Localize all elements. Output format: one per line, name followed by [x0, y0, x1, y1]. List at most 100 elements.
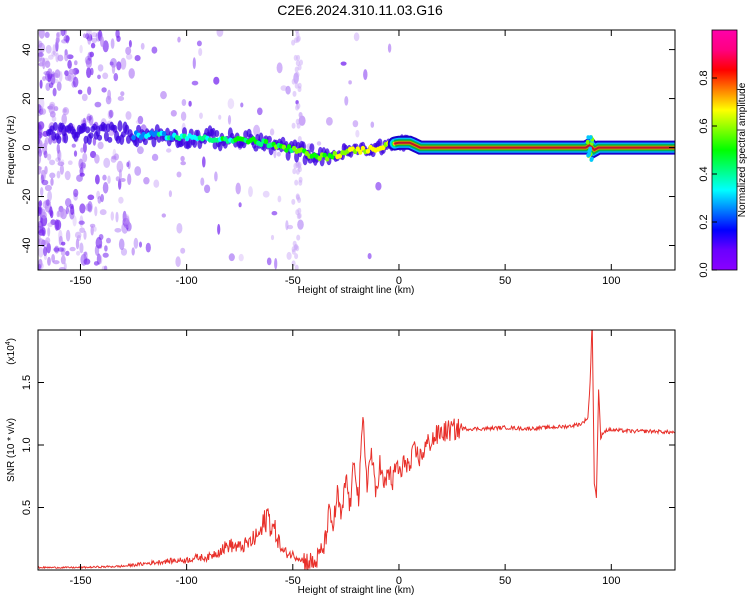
heatmap-cell [40, 211, 47, 219]
heatmap-cell [587, 149, 592, 154]
heatmap-cell [42, 200, 50, 209]
heatmap-cell [97, 74, 101, 80]
heatmap-cell [96, 190, 100, 200]
heatmap-cell [143, 177, 150, 185]
heatmap-cell [47, 222, 53, 228]
heatmap-cell [116, 61, 122, 71]
heatmap-cell [258, 141, 264, 147]
heatmap-cell [151, 153, 159, 161]
heatmap-cell [309, 143, 315, 153]
page-title: C2E6.2024.310.11.03.G16 [277, 2, 443, 18]
heatmap-cell [44, 165, 48, 175]
heatmap-cell [145, 242, 151, 253]
x-tick-label: -50 [285, 275, 301, 287]
heatmap-cell [56, 81, 62, 91]
heatmap-cell [180, 161, 186, 166]
heatmap-cell [294, 66, 299, 73]
heatmap-cell [181, 99, 187, 106]
heatmap-cell [90, 67, 94, 76]
heatmap-cell [65, 229, 71, 242]
colorbar-tick-label: 0.2 [698, 214, 710, 229]
heatmap-cell [286, 251, 292, 260]
heatmap-cell [298, 176, 303, 183]
heatmap-cell [45, 44, 52, 54]
heatmap-cell [118, 178, 122, 190]
heatmap-cell [100, 194, 104, 203]
heatmap-cell [125, 46, 132, 55]
heatmap-cell [46, 199, 50, 206]
heatmap-ridge-outline [393, 138, 675, 156]
heatmap-cell [585, 139, 590, 145]
heatmap-cell [286, 144, 292, 150]
y-tick-label: 20 [21, 92, 33, 104]
heatmap-cell [97, 134, 103, 141]
heatmap-cell [99, 255, 103, 265]
heatmap-cell [89, 51, 94, 58]
heatmap-cell [44, 137, 50, 145]
heatmap-cell [74, 60, 78, 66]
heatmap-cell [142, 138, 148, 146]
heatmap-cell [292, 240, 297, 247]
heatmap-ridge-band [393, 141, 675, 152]
heatmap-cell [107, 136, 113, 143]
heatmap-cell [52, 122, 58, 131]
heatmap-cell [180, 247, 186, 254]
heatmap-cell [58, 71, 63, 82]
heatmap-cell [280, 85, 288, 91]
heatmap-cell [49, 172, 56, 179]
heatmap-cell [87, 194, 95, 201]
heatmap-cell [227, 98, 235, 110]
colorbar-tick-label: 0.0 [698, 262, 710, 277]
heatmap-cell [116, 160, 124, 173]
heatmap-cell [291, 260, 296, 267]
heatmap-cell [348, 80, 352, 85]
heatmap-cell [56, 210, 60, 218]
heatmap-cell [79, 203, 86, 214]
heatmap-cell [55, 37, 60, 43]
heatmap-cell [57, 54, 64, 62]
snr-ticks: -150 -100 -50 0 50 100 0.5 1.0 1.5 [21, 330, 675, 587]
heatmap-cell [89, 223, 96, 228]
heatmap-cell [191, 80, 199, 86]
heatmap-cell [60, 208, 67, 220]
heatmap-cell [295, 118, 300, 125]
heatmap-cell [352, 120, 359, 128]
heatmap-cell [134, 55, 141, 62]
x-tick-label: 50 [499, 275, 511, 287]
heatmap-cell [97, 141, 104, 150]
heatmap-cell [85, 57, 92, 69]
spectrogram-heatmap [38, 30, 675, 270]
heatmap-cell [299, 59, 303, 66]
heatmap-cell [57, 149, 62, 162]
heatmap-cell [38, 137, 41, 145]
y-tick-label: 40 [21, 43, 33, 55]
heatmap-cell [188, 100, 192, 107]
heatmap-cell [44, 31, 50, 38]
heatmap-cell [115, 211, 119, 223]
heatmap-cell [38, 222, 42, 227]
heatmap-cell [63, 133, 69, 144]
heatmap-cell [298, 111, 303, 118]
heatmap-cell [54, 219, 60, 231]
heatmap-cell [355, 129, 360, 138]
heatmap-cell [68, 208, 75, 213]
heatmap-cell [117, 96, 125, 101]
x-tick-label: 50 [499, 575, 511, 587]
heatmap-cell [47, 190, 52, 202]
heatmap-cell [295, 60, 300, 67]
heatmap-cell [118, 169, 122, 181]
heatmap-cell [120, 178, 126, 182]
heatmap-cell [332, 150, 337, 156]
heatmap-cell [39, 57, 45, 64]
heatmap-cell [235, 182, 241, 195]
heatmap-cell [79, 167, 84, 176]
heatmap-cell [40, 169, 46, 182]
heatmap-cell [95, 32, 102, 42]
heatmap-cell [55, 157, 61, 163]
y-tick-label: 0 [21, 144, 33, 150]
heatmap-cell [210, 127, 216, 140]
heatmap-cell [43, 246, 48, 257]
heatmap-cell [63, 262, 67, 270]
heatmap-cell [73, 150, 78, 157]
